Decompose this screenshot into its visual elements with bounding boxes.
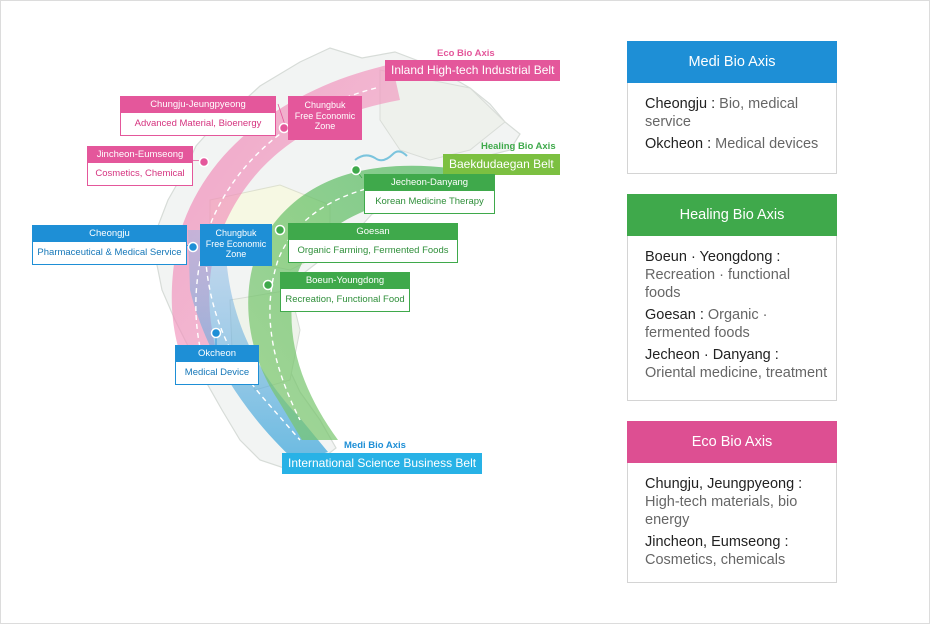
entry-chungju-jeungpyeong: Chungju, Jeungpyeong : High-tech materia… [645, 476, 803, 528]
dot-boeun [262, 279, 274, 291]
dot-cheongju [187, 241, 199, 253]
label-title: Jincheon-Eumseong [88, 147, 192, 163]
panel-medi-bio-axis: Medi Bio Axis Cheongju : Bio, medical se… [627, 41, 837, 174]
entry-cheongju: Cheongju : Bio, medical service [645, 96, 799, 130]
label-title: Cheongju [33, 226, 186, 242]
label-free-economic-zone-south: Chungbuk Free Economic Zone [200, 224, 272, 266]
entry-jecheon-danyang: Jecheon · Danyang : Oriental medicine, t… [645, 347, 828, 381]
panel-eco-bio-axis: Eco Bio Axis Chungju, Jeungpyeong : High… [627, 421, 837, 583]
panel-title: Eco Bio Axis [627, 421, 837, 463]
label-detail: Advanced Material, Bioenergy [134, 118, 262, 129]
eco-belt-name: Inland High-tech Industrial Belt [385, 60, 561, 81]
label-chungju-jeungpyeong: Chungju-Jeungpyeong Advanced Material, B… [120, 96, 276, 136]
lake [354, 150, 408, 162]
panel-title: Healing Bio Axis [627, 194, 837, 236]
label-okcheon: Okcheon Medical Device [175, 345, 259, 385]
panel-healing-bio-axis: Healing Bio Axis Boeun · Yeongdong : Rec… [627, 194, 837, 401]
label-free-economic-zone-north: Chungbuk Free Economic Zone [288, 96, 362, 140]
fez-line: Chungbuk [215, 228, 257, 238]
label-boeun-youngdong: Boeun-Youngdong Recreation, Functional F… [280, 272, 410, 312]
dot-jecheon [350, 164, 362, 176]
fez-line: Free Economic [294, 110, 356, 121]
entry-goesan: Goesan : Organic · fermented foods [645, 307, 768, 341]
label-detail: Pharmaceutical & Medical Service [37, 247, 182, 258]
label-detail: Korean Medicine Therapy [375, 196, 484, 207]
label-detail: Medical Device [184, 367, 250, 378]
label-goesan: Goesan Organic Farming, Fermented Foods [288, 223, 458, 263]
fez-line: Zone [314, 121, 336, 131]
medi-flow-line [204, 239, 301, 441]
entry-jincheon-eumseong: Jincheon, Eumseong : Cosmetics, chemical… [645, 534, 789, 568]
label-title: Boeun-Youngdong [281, 273, 409, 289]
label-jecheon-danyang: Jecheon-Danyang Korean Medicine Therapy [364, 174, 495, 214]
label-title: Jecheon-Danyang [365, 175, 494, 191]
fez-line: Chungbuk [304, 100, 346, 110]
chungbuk-map [155, 47, 521, 471]
dot-okcheon [210, 327, 222, 339]
healing-belt-name: Baekdudaegan Belt [443, 154, 560, 175]
medi-bio-axis-band [188, 230, 328, 462]
label-jincheon-eumseong: Jincheon-Eumseong Cosmetics, Chemical [87, 146, 193, 186]
dot-jincheon [198, 156, 210, 168]
medi-axis-caption: Medi Bio Axis [344, 440, 406, 451]
label-cheongju: Cheongju Pharmaceutical & Medical Servic… [32, 225, 187, 265]
entry-boeun-yeongdong: Boeun · Yeongdong : Recreation · functio… [645, 249, 791, 301]
medi-belt-name: International Science Business Belt [282, 453, 483, 474]
panel-title: Medi Bio Axis [627, 41, 837, 83]
entry-okcheon: Okcheon : Medical devices [645, 136, 819, 152]
label-title: Okcheon [176, 346, 258, 362]
label-detail: Organic Farming, Fermented Foods [297, 245, 449, 256]
label-title: Goesan [289, 224, 457, 240]
healing-axis-caption: Healing Bio Axis [481, 141, 556, 152]
label-detail: Recreation, Functional Food [285, 294, 405, 305]
fez-line: Free Economic [205, 238, 267, 249]
dot-goesan [274, 224, 286, 236]
label-detail: Cosmetics, Chemical [95, 168, 185, 179]
fez-line: Zone [225, 249, 247, 259]
label-title: Chungju-Jeungpyeong [121, 97, 275, 113]
eco-axis-caption: Eco Bio Axis [437, 48, 495, 59]
